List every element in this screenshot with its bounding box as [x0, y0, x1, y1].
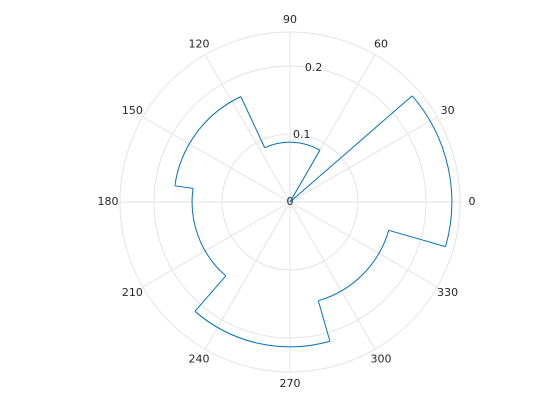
theta-grid-line: [289, 201, 376, 350]
theta-tick-label: 120: [189, 37, 210, 50]
theta-grid-line: [204, 54, 291, 203]
histogram-bin: [194, 310, 331, 348]
theta-tick-label: 150: [122, 104, 143, 117]
bin-edge: [289, 95, 413, 203]
bin-edge: [289, 149, 321, 203]
theta-grid-line: [204, 201, 291, 350]
theta-tick-label: 90: [283, 13, 297, 26]
theta-tick-label: 180: [98, 195, 119, 208]
theta-tick-label: 0: [469, 195, 476, 208]
theta-grid-line: [142, 116, 291, 203]
bin-edge: [388, 229, 446, 248]
theta-tick-label: 240: [189, 353, 210, 366]
histogram-bin: [191, 188, 227, 277]
theta-grid-line: [289, 201, 438, 288]
theta-tick-label: 270: [280, 377, 301, 390]
theta-grid-line: [289, 116, 438, 203]
r-tick-label: 0.2: [305, 61, 323, 74]
r-tick-label: 0.1: [293, 128, 311, 141]
bin-edge: [240, 96, 266, 148]
histogram-bin: [411, 95, 453, 247]
histogram-bin: [174, 96, 242, 186]
theta-tick-label: 300: [371, 353, 392, 366]
bin-edge: [194, 275, 227, 312]
histogram-bin: [318, 230, 390, 302]
theta-tick-label: 210: [122, 286, 143, 299]
bin-edge: [317, 300, 331, 342]
theta-grid-line: [142, 201, 291, 288]
theta-tick-label: 30: [441, 104, 455, 117]
histogram-bin: [264, 141, 321, 151]
bin-edge: [174, 185, 194, 189]
theta-tick-label: 60: [374, 37, 388, 50]
theta-tick-label: 330: [437, 286, 458, 299]
